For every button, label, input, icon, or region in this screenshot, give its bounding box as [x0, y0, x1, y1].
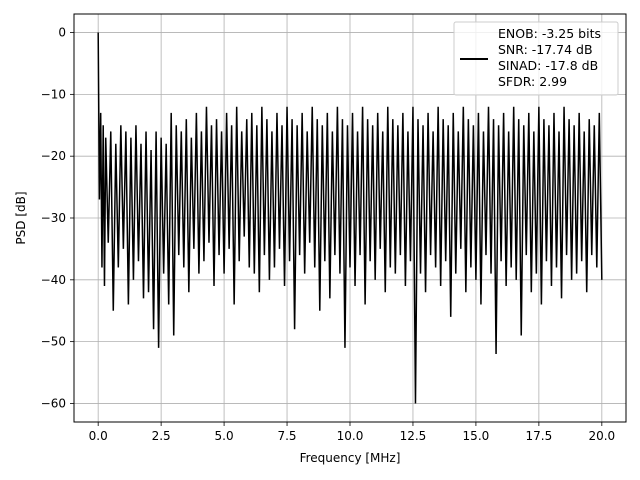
legend-entry-snr: SNR: -17.74 dB: [498, 42, 593, 57]
axes-frame: [73, 13, 627, 423]
y-axis-label: PSD [dB]: [14, 191, 28, 244]
legend-entry-enob: ENOB: -3.25 bits: [498, 26, 601, 41]
y-tick-label: −50: [41, 335, 66, 349]
y-tick-label: −60: [41, 396, 66, 410]
y-tick-label: −40: [41, 273, 66, 287]
x-tick-label: 2.5: [152, 429, 171, 443]
psd-series-line: [97, 32, 603, 404]
x-tick-label: 0.0: [89, 429, 108, 443]
grid-lines: [74, 14, 626, 422]
x-tick-label: 7.5: [277, 429, 296, 443]
x-tick-label: 15.0: [463, 429, 490, 443]
y-tick-label: 0: [58, 26, 66, 40]
y-tick-label: −20: [41, 149, 66, 163]
x-tick-label: 5.0: [215, 429, 234, 443]
y-tick-label: −30: [41, 211, 66, 225]
x-axis-ticks: 0.0 2.5 5.0 7.5 10.0 12.5 15.0 17.5 20.0: [89, 422, 615, 443]
legend-entry-sfdr: SFDR: 2.99: [498, 74, 567, 89]
x-tick-label: 12.5: [400, 429, 427, 443]
x-axis-label: Frequency [MHz]: [300, 451, 401, 465]
x-tick-label: 20.0: [588, 429, 615, 443]
y-tick-label: −10: [41, 87, 66, 101]
x-tick-label: 17.5: [526, 429, 553, 443]
x-tick-label: 10.0: [337, 429, 364, 443]
legend: ENOB: -3.25 bits SNR: -17.74 dB SINAD: -…: [453, 21, 619, 96]
legend-box: [453, 21, 619, 96]
legend-entry-sinad: SINAD: -17.8 dB: [498, 58, 598, 73]
y-axis-ticks: 0 −10 −20 −30 −40 −50 −60: [41, 26, 74, 410]
